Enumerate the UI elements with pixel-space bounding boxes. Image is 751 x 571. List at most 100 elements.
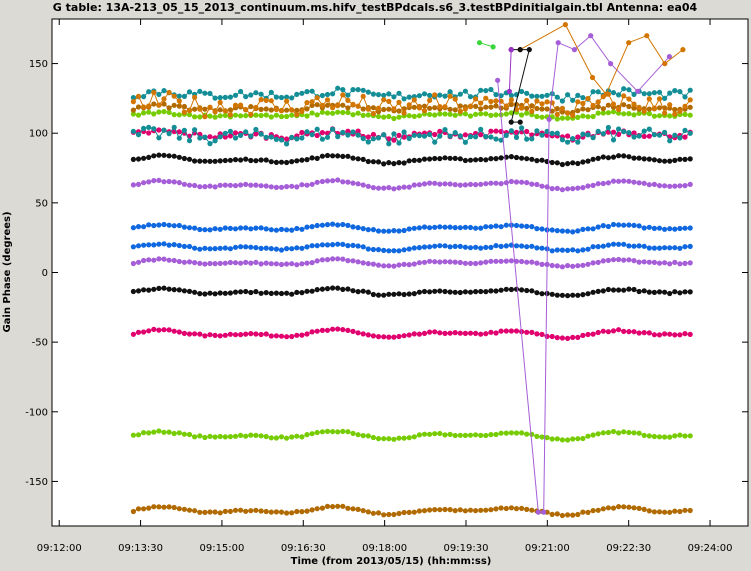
data-point xyxy=(508,97,514,103)
data-point xyxy=(391,228,397,234)
data-point xyxy=(146,89,152,95)
data-point xyxy=(192,245,198,251)
data-point xyxy=(457,182,463,188)
data-point xyxy=(360,135,366,142)
data-point xyxy=(554,511,560,517)
data-point xyxy=(677,183,683,189)
data-point xyxy=(227,94,233,100)
data-point xyxy=(248,92,254,98)
data-point xyxy=(488,288,494,294)
data-point xyxy=(391,248,397,254)
data-point xyxy=(595,288,601,294)
data-point xyxy=(585,291,591,297)
data-point xyxy=(590,432,596,438)
data-point xyxy=(457,108,463,114)
data-point xyxy=(324,110,331,116)
data-point xyxy=(232,102,239,108)
data-point xyxy=(462,139,468,145)
data-point xyxy=(549,262,555,269)
data-point xyxy=(258,131,264,137)
data-point xyxy=(662,434,668,440)
data-point xyxy=(146,328,152,334)
data-point xyxy=(340,428,346,434)
data-point xyxy=(171,112,177,118)
y-tick-label: 100 xyxy=(29,129,48,140)
data-point xyxy=(427,180,433,186)
data-point xyxy=(141,242,147,248)
data-point xyxy=(646,111,652,117)
data-point xyxy=(319,429,325,435)
data-point xyxy=(575,160,581,167)
data-point xyxy=(646,330,652,336)
data-point xyxy=(386,511,392,518)
data-point xyxy=(437,430,443,437)
data-point xyxy=(437,156,443,162)
data-point xyxy=(554,292,560,298)
data-point xyxy=(554,228,560,234)
data-point xyxy=(294,262,300,268)
data-point xyxy=(636,288,642,295)
data-point xyxy=(330,256,336,262)
data-point xyxy=(222,260,228,266)
data-point xyxy=(243,244,249,250)
data-point xyxy=(656,225,663,231)
data-point xyxy=(427,131,433,138)
data-point xyxy=(294,433,300,439)
data-point xyxy=(248,244,254,250)
data-point xyxy=(238,432,244,438)
data-point xyxy=(222,225,228,231)
data-point xyxy=(386,113,392,120)
data-point xyxy=(370,291,376,298)
data-point xyxy=(268,227,274,233)
data-point xyxy=(243,288,249,295)
data-point xyxy=(258,225,264,231)
data-point xyxy=(319,130,325,136)
data-point xyxy=(605,124,612,131)
data-point xyxy=(258,433,264,439)
data-point xyxy=(212,158,218,164)
data-point xyxy=(549,248,555,254)
data-point xyxy=(437,288,443,294)
data-point xyxy=(442,506,448,513)
data-point xyxy=(171,287,177,293)
data-point xyxy=(238,260,244,266)
data-point xyxy=(682,331,688,337)
data-point xyxy=(146,242,152,248)
data-point xyxy=(355,181,361,187)
data-point xyxy=(605,110,612,116)
data-point xyxy=(319,153,325,159)
data-point xyxy=(631,179,637,185)
data-point xyxy=(330,326,336,332)
data-point xyxy=(304,113,310,119)
data-point xyxy=(186,288,193,294)
data-point xyxy=(447,431,453,437)
data-point xyxy=(243,508,249,514)
data-point xyxy=(590,331,596,337)
data-point xyxy=(682,111,688,117)
data-point xyxy=(570,186,576,192)
data-point xyxy=(345,92,351,98)
data-point xyxy=(621,102,627,108)
data-point xyxy=(432,224,438,230)
data-point xyxy=(345,128,351,134)
data-point xyxy=(171,504,177,511)
data-point xyxy=(467,245,474,251)
data-point xyxy=(197,184,203,190)
data-point xyxy=(156,127,162,133)
data-point xyxy=(473,182,479,188)
data-point xyxy=(227,290,233,296)
data-point xyxy=(636,180,642,186)
data-point xyxy=(186,243,193,250)
data-point xyxy=(289,95,295,101)
data-point xyxy=(519,505,525,511)
data-point xyxy=(314,102,320,108)
data-point xyxy=(411,225,417,231)
data-point xyxy=(488,180,494,186)
data-point xyxy=(626,504,632,510)
data-point xyxy=(672,433,678,439)
data-point xyxy=(636,104,642,110)
data-point xyxy=(340,256,346,262)
data-point xyxy=(375,92,382,98)
data-point xyxy=(610,101,617,107)
data-point xyxy=(575,134,581,140)
